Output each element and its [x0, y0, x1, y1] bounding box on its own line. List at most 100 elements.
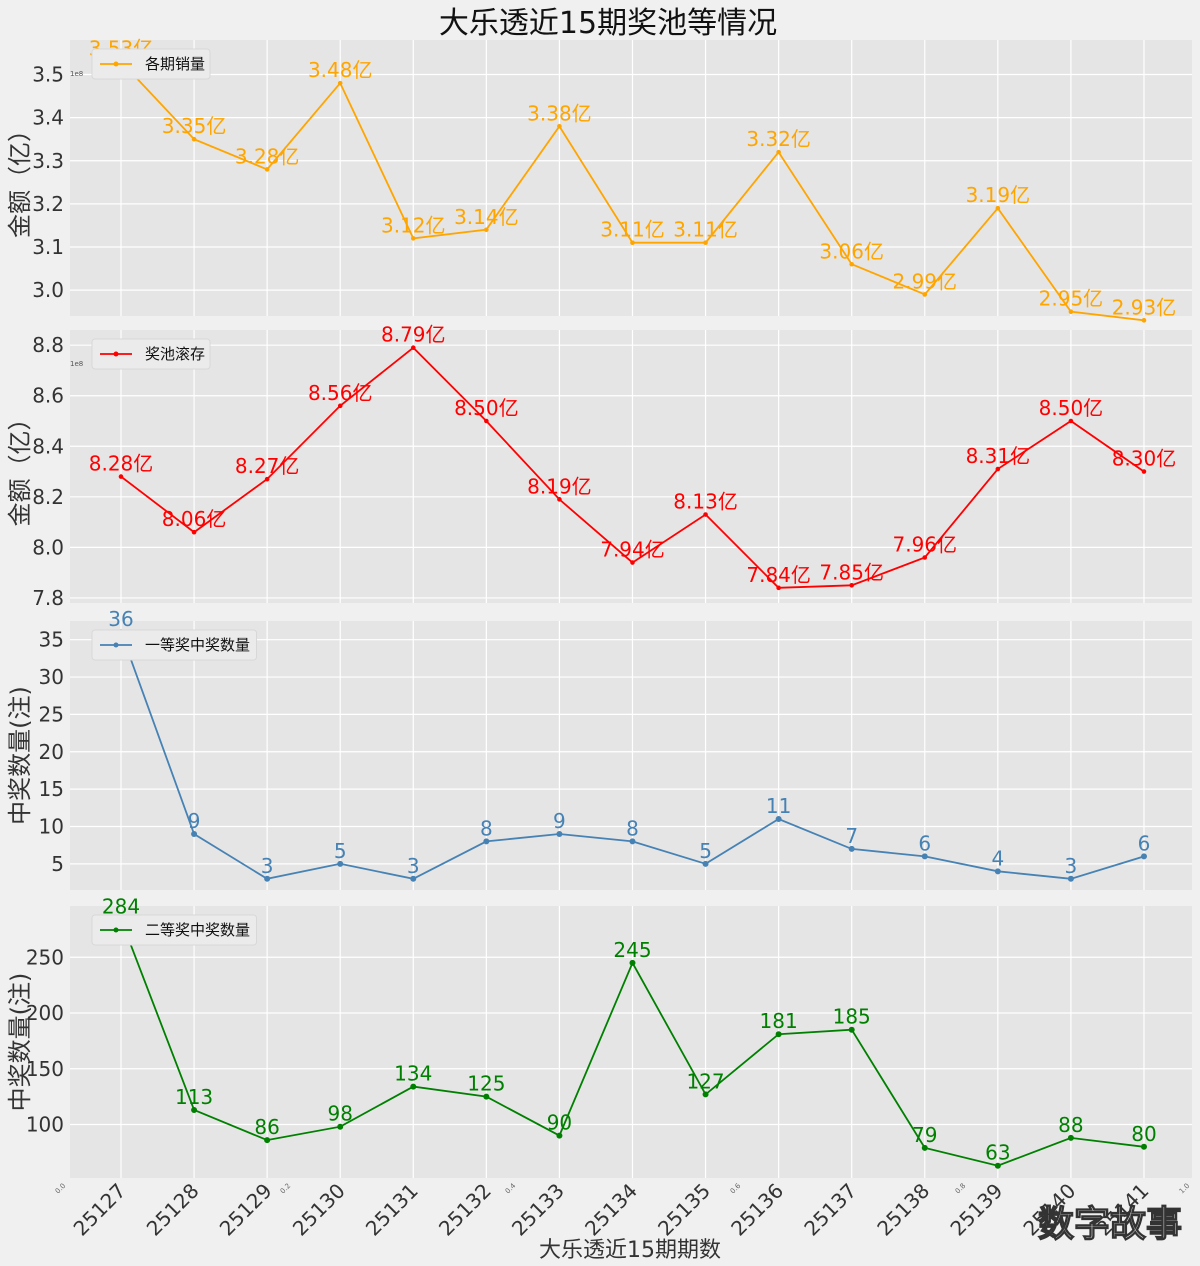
- data-label: 3.11亿: [673, 218, 738, 242]
- data-point: [1140, 853, 1147, 860]
- data-label: 98: [327, 1102, 352, 1126]
- data-point: [629, 959, 636, 966]
- data-point: [191, 136, 197, 142]
- data-label: 3.19亿: [966, 183, 1031, 207]
- data-point: [922, 555, 928, 560]
- data-point: [118, 474, 124, 479]
- data-label: 3: [1065, 854, 1078, 878]
- y-tick-label: 3.2: [32, 192, 64, 216]
- y-tick-label: 15: [39, 777, 64, 801]
- data-label: 5: [699, 839, 712, 863]
- y-axis-label: 中奖数量(注): [6, 973, 34, 1112]
- artifact-tick: 0.4: [504, 1181, 518, 1195]
- data-label: 125: [467, 1072, 505, 1096]
- plot-background: [70, 906, 1192, 1178]
- data-point: [264, 1137, 271, 1144]
- data-label: 8: [480, 816, 493, 840]
- data-label: 3.06亿: [819, 239, 884, 263]
- data-point: [995, 466, 1001, 472]
- data-label: 90: [547, 1111, 572, 1135]
- y-tick-label: 25: [39, 702, 64, 726]
- data-point: [556, 1132, 563, 1139]
- data-point: [776, 585, 781, 591]
- data-label: 8.30亿: [1112, 447, 1177, 471]
- data-point: [1068, 418, 1074, 424]
- artifact-tick: 0.6: [729, 1181, 743, 1195]
- data-point: [848, 1026, 855, 1033]
- sci-notation: 1e8: [70, 70, 83, 78]
- data-point: [191, 830, 198, 837]
- artifact-tick: 0.2: [279, 1182, 293, 1196]
- y-tick-label: 5: [51, 852, 64, 876]
- x-tick-label: 25128: [142, 1179, 204, 1241]
- y-tick-label: 3.3: [32, 149, 64, 173]
- data-label: 245: [613, 938, 651, 962]
- x-tick-label: 25131: [361, 1179, 423, 1241]
- x-tick-label: 25135: [653, 1179, 715, 1241]
- panel-2: 7.8 8.0 8.2 8.4 8.6 8.8 8.28亿 8.06亿 8.27亿 8.56亿 8.…: [6, 323, 1192, 610]
- legend-marker: [113, 61, 119, 67]
- data-label: 127: [686, 1069, 724, 1093]
- data-point: [483, 1093, 490, 1100]
- data-label: 3: [261, 854, 274, 878]
- y-tick-label: 100: [26, 1112, 64, 1136]
- data-label: 3.11亿: [600, 218, 665, 242]
- data-point: [775, 816, 782, 823]
- data-label: 4: [991, 846, 1004, 870]
- plot-background: [70, 40, 1192, 316]
- data-label: 80: [1131, 1122, 1156, 1146]
- data-label: 134: [394, 1062, 432, 1086]
- legend-label: 各期销量: [145, 55, 205, 73]
- panel-4: 100 150 200 250 284 113 86 98 134 125 90 245 127 181 1…: [6, 894, 1192, 1178]
- data-label: 11: [766, 794, 791, 818]
- data-label: 8.56亿: [308, 381, 373, 405]
- y-tick-label: 3.4: [32, 106, 64, 130]
- data-label: 8.13亿: [673, 490, 738, 514]
- x-tick-label: 25129: [215, 1179, 277, 1241]
- data-point: [849, 583, 854, 588]
- data-point: [483, 838, 490, 845]
- legend: 一等奖中奖数量: [91, 629, 257, 661]
- data-point: [995, 205, 1001, 211]
- data-point: [557, 497, 562, 502]
- data-point: [337, 80, 343, 86]
- data-label: 3.14亿: [454, 205, 519, 229]
- x-tick-label: 25138: [872, 1179, 934, 1241]
- y-tick-label: 150: [26, 1057, 64, 1081]
- data-label: 8.50亿: [1039, 396, 1104, 420]
- data-point: [994, 1162, 1001, 1169]
- data-label: 2.93亿: [1112, 295, 1177, 319]
- data-label: 7.84亿: [746, 563, 811, 587]
- data-label: 88: [1058, 1113, 1083, 1137]
- legend-marker: [113, 927, 119, 933]
- data-label: 3.32亿: [746, 127, 811, 151]
- legend-box: [91, 629, 257, 661]
- data-label: 7.96亿: [893, 533, 958, 557]
- data-point: [921, 1144, 928, 1151]
- y-axis-label: 金额（亿）: [6, 407, 34, 527]
- y-axis-label: 金额（亿）: [6, 118, 34, 238]
- plot-background: [70, 330, 1192, 603]
- x-tick-label: 25137: [799, 1179, 861, 1241]
- plot-background: [70, 621, 1192, 890]
- legend-label: 奖池滚存: [145, 345, 205, 363]
- data-label: 79: [912, 1123, 937, 1147]
- data-label: 7: [845, 824, 858, 848]
- data-point: [703, 240, 708, 245]
- panel-1: 3.03.13.23.33.43.53.53亿3.35亿3.28亿3.48亿3.…: [6, 37, 1192, 323]
- data-point: [1067, 875, 1074, 882]
- data-point: [410, 1083, 417, 1090]
- data-label: 7.94亿: [600, 538, 665, 562]
- x-tick-label: 25134: [580, 1179, 642, 1241]
- legend-label: 二等奖中奖数量: [145, 921, 250, 939]
- data-point: [848, 845, 855, 852]
- data-label: 8.19亿: [527, 474, 592, 498]
- watermark-text: 数字故事: [1038, 1204, 1182, 1245]
- data-label: 6: [1138, 831, 1151, 855]
- data-point: [702, 1091, 709, 1098]
- x-ticks: 25127 25128 25129 25130 25131 25132 25133 25134…: [69, 1179, 1154, 1241]
- y-tick-label: 3.0: [32, 278, 64, 302]
- data-label: 63: [985, 1141, 1010, 1165]
- data-point: [556, 830, 563, 837]
